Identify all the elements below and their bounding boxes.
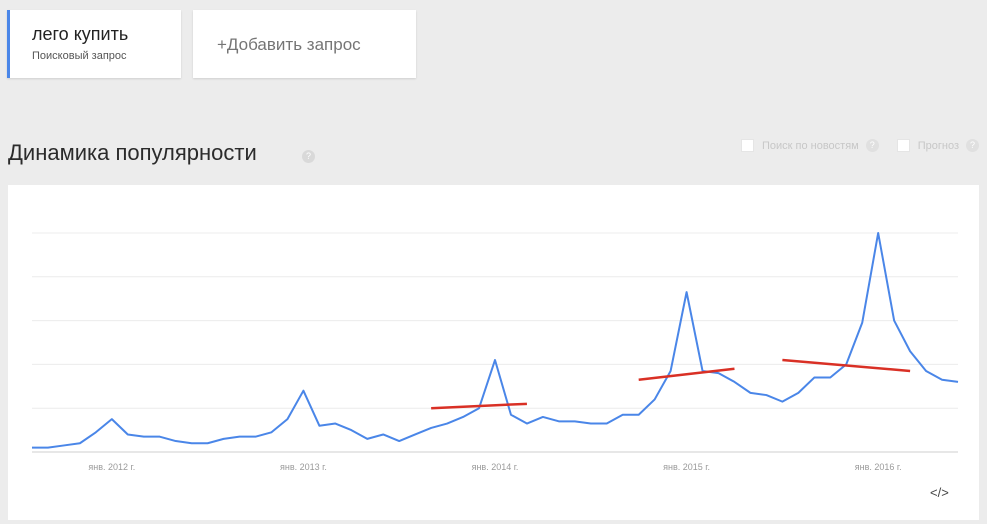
trend-annotation-line xyxy=(638,367,735,381)
x-tick-label: янв. 2014 г. xyxy=(472,462,519,472)
forecast-checkbox[interactable] xyxy=(896,139,910,152)
trend-series-line xyxy=(32,232,959,449)
section-title: Динамика популярности xyxy=(8,140,257,165)
trend-annotation-line xyxy=(431,402,527,410)
add-query-button[interactable]: +Добавить запрос xyxy=(193,10,416,78)
help-icon[interactable]: ? xyxy=(302,150,315,163)
search-term-subtitle: Поисковый запрос xyxy=(32,50,127,62)
news-search-option[interactable]: Поиск по новостям ? xyxy=(740,139,879,152)
x-tick-label: янв. 2012 г. xyxy=(88,462,135,472)
chart-options: Поиск по новостям ? Прогноз ? xyxy=(723,139,979,152)
interest-over-time-chart: янв. 2012 г. янв. 2013 г. янв. 2014 г. янв.… xyxy=(8,185,979,520)
trend-annotation-line xyxy=(782,358,911,373)
x-tick-label: янв. 2013 г. xyxy=(280,462,327,472)
search-term-label: лего купить xyxy=(32,24,129,44)
add-query-label: +Добавить запрос xyxy=(217,35,361,54)
trend-chart-svg: янв. 2012 г. янв. 2013 г. янв. 2014 г. янв.… xyxy=(31,232,959,472)
news-search-label: Поиск по новостям xyxy=(761,139,859,152)
news-search-help-icon[interactable]: ? xyxy=(865,139,879,152)
forecast-option[interactable]: Прогноз ? xyxy=(896,139,979,152)
x-tick-label: янв. 2016 г. xyxy=(855,462,902,472)
x-tick-label: янв. 2015 г. xyxy=(663,462,710,472)
forecast-help-icon[interactable]: ? xyxy=(966,139,979,152)
news-search-checkbox[interactable] xyxy=(740,139,754,152)
forecast-label: Прогноз xyxy=(917,139,959,152)
embed-code-icon[interactable]: </> xyxy=(930,485,949,500)
search-term-card[interactable]: лего купить Поисковый запрос xyxy=(7,10,181,78)
